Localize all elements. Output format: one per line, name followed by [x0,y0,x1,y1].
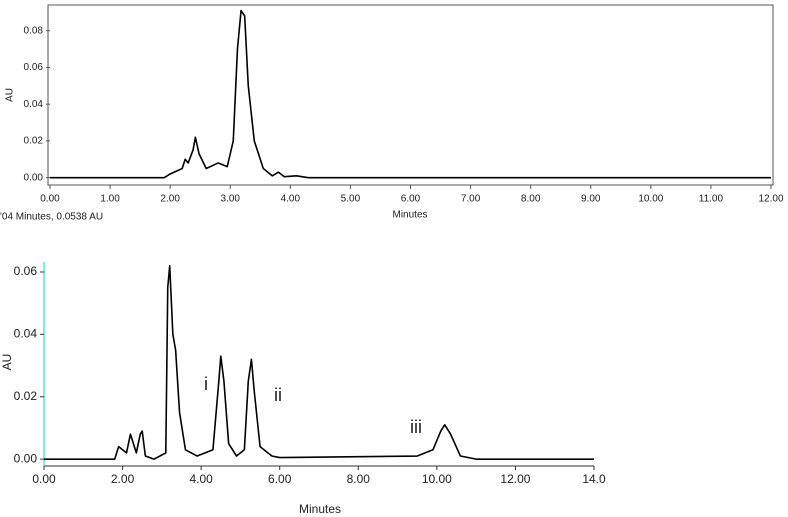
y-tick-label: 0.04 [14,327,38,341]
plot-frame [47,4,774,186]
x-tick-label: 7.00 [461,194,481,205]
x-tick-label: 0.00 [40,194,60,205]
x-tick-label: 2.00 [111,472,135,486]
x-tick-label: 4.00 [281,194,301,205]
x-tick-label: 10.00 [638,194,663,205]
x-tick-label: 12.00 [500,472,530,486]
y-tick-label: 0.06 [24,62,44,73]
x-tick-label: 2.00 [160,194,180,205]
x-tick-label: 11.00 [699,194,724,205]
y-tick-label: 0.06 [14,264,38,278]
y-tick-label: 0.02 [14,389,38,403]
x-tick-label: 6.00 [401,194,421,205]
y-axis-label: AU [5,88,16,102]
x-tick-label: 1.00 [100,194,120,205]
x-tick-label: 14.0 [582,472,606,486]
x-tick-label: 5.00 [341,194,361,205]
trace [44,264,594,460]
y-tick-label: 0.00 [14,451,38,465]
x-axis-label: Minutes [392,210,427,221]
trace [50,9,771,179]
annotation: '04 Minutes, 0.0538 AU [0,212,103,223]
annotation: ii [274,385,282,405]
y-tick-label: 0.08 [24,25,44,36]
x-tick-label: 4.00 [189,472,213,486]
annotation: i [204,374,208,394]
y-tick-label: 0.02 [24,136,44,147]
x-tick-label: 10.00 [422,472,452,486]
x-tick-label: 8.00 [347,472,371,486]
y-axis-label: AU [0,354,14,371]
y-tick-label: 0.04 [24,99,44,110]
x-tick-label: 6.00 [268,472,292,486]
x-tick-label: 8.00 [521,194,541,205]
x-tick-label: 12.00 [758,194,783,205]
x-tick-label: 9.00 [581,194,601,205]
x-axis-label: Minutes [299,502,341,516]
x-tick-label: 3.00 [221,194,241,205]
x-tick-label: 0.00 [32,472,56,486]
annotation: iii [410,417,422,437]
y-tick-label: 0.00 [24,172,44,183]
